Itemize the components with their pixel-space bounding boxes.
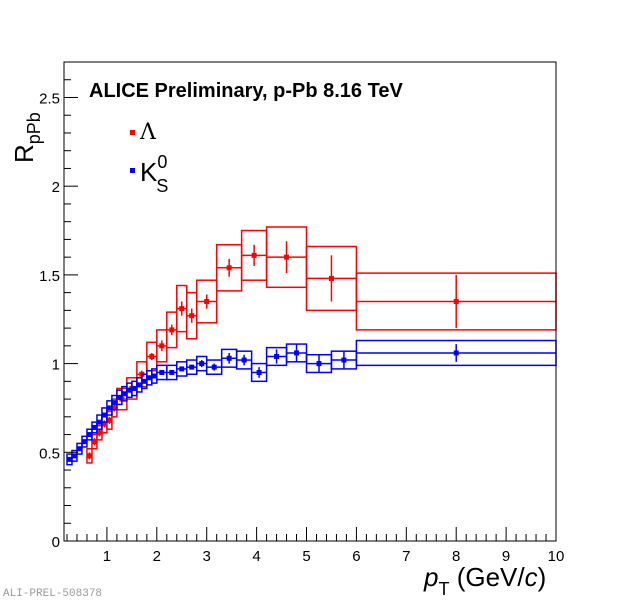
data-point	[226, 265, 232, 271]
x-tick-label: 2	[153, 548, 161, 565]
x-tick-label: 8	[452, 548, 460, 565]
data-point	[328, 275, 334, 281]
data-point	[169, 327, 175, 333]
data-point	[453, 350, 459, 356]
data-point	[141, 378, 147, 384]
data-point	[159, 369, 165, 375]
data-point	[91, 424, 97, 430]
series-lambda	[86, 226, 557, 464]
data-point	[251, 252, 257, 258]
data-point	[86, 453, 92, 459]
data-point	[86, 432, 92, 438]
plot-frame	[63, 61, 557, 542]
data-point	[149, 353, 155, 359]
legend-marker-k0s	[130, 168, 135, 173]
data-point	[81, 439, 87, 445]
y-label-sub: pPb	[24, 112, 44, 144]
data-point	[121, 391, 127, 397]
data-point	[169, 369, 175, 375]
data-point	[284, 254, 290, 260]
data-point	[111, 405, 117, 411]
data-point	[179, 306, 185, 312]
y-tick-label: 2	[52, 179, 60, 196]
chart-title: ALICE Preliminary, p-Pb 8.16 TeV	[89, 80, 403, 102]
data-point	[189, 313, 195, 319]
data-point	[131, 385, 137, 391]
series-k0s	[66, 339, 557, 466]
data-point	[151, 373, 157, 379]
data-point	[96, 419, 102, 425]
axes: 1 2 3 4 5 6 7 8 9 10 0 0.5 1 1.5 2 2.5	[39, 61, 565, 565]
data-point	[106, 405, 112, 411]
data-point	[96, 430, 102, 436]
legend-sub: S	[156, 176, 168, 196]
y-label-main: R	[9, 144, 39, 163]
data-point	[91, 439, 97, 445]
y-tick-label: 1.5	[39, 268, 60, 285]
data-point	[341, 357, 347, 363]
watermark: ALI-PREL-508378	[3, 588, 103, 600]
data-point	[136, 382, 142, 388]
y-tick-label: 2.5	[39, 90, 60, 107]
x-tick-label: 5	[302, 548, 310, 565]
data-point	[101, 412, 107, 418]
data-point	[199, 361, 205, 367]
x-tick-label: 7	[402, 548, 410, 565]
legend-sup: 0	[157, 152, 167, 172]
data-point	[179, 366, 185, 372]
data-point	[256, 369, 262, 375]
data-point	[453, 299, 459, 304]
data-point	[146, 375, 152, 381]
data-point	[116, 394, 122, 400]
x-tick-label: 3	[203, 548, 211, 565]
data-point	[241, 357, 247, 363]
y-tick-label: 1	[52, 357, 60, 374]
x-tick-label: 4	[252, 548, 260, 565]
x-tick-label: 9	[502, 548, 510, 565]
data-point	[71, 453, 77, 459]
legend-marker-lambda	[130, 130, 135, 135]
data-point	[66, 456, 72, 462]
data-point	[226, 355, 232, 361]
data-point	[126, 387, 132, 393]
legend-label-lambda: Λ	[139, 120, 157, 145]
data-marks	[66, 226, 557, 466]
data-point	[159, 343, 165, 349]
data-point	[204, 299, 210, 304]
data-point	[106, 417, 112, 423]
svg-text:RpPb: RpPb	[9, 112, 44, 163]
x-tick-label: 10	[548, 548, 565, 565]
data-point	[274, 353, 280, 359]
data-point	[101, 421, 107, 427]
data-point	[189, 364, 195, 370]
x-tick-label: 6	[352, 548, 360, 565]
legend-label-k0s: K0 S	[140, 152, 168, 196]
y-tick-label: 0	[52, 534, 60, 551]
data-point	[294, 350, 300, 356]
data-point	[76, 446, 82, 452]
data-point	[316, 361, 322, 367]
data-point	[111, 400, 117, 406]
y-axis-label: RpPb	[9, 112, 44, 163]
legend: Λ K0 S	[130, 120, 168, 196]
y-tick-label: 0.5	[39, 445, 60, 462]
data-point	[211, 364, 217, 370]
x-tick-label: 1	[103, 548, 111, 565]
x-axis-label: pT (GeV/c)	[423, 562, 546, 599]
